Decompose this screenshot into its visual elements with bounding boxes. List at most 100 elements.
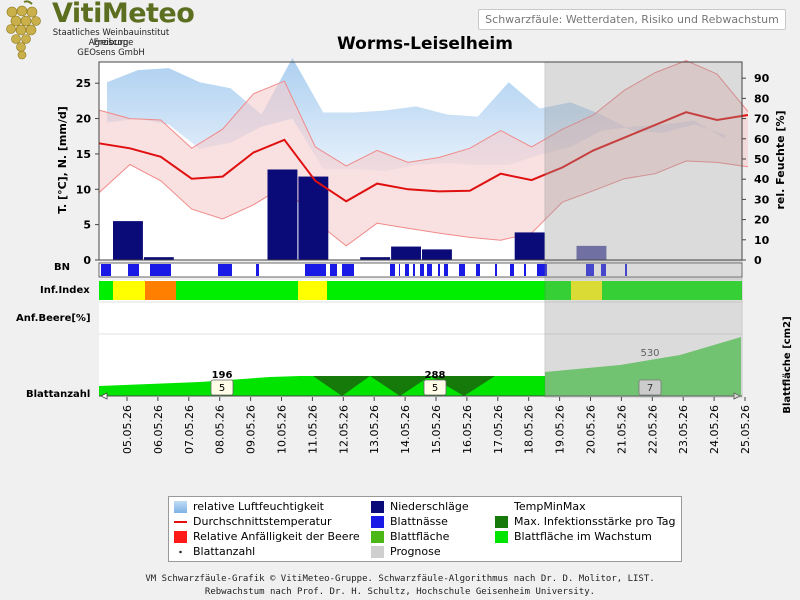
inf-index-segment — [545, 281, 571, 300]
brand-logo: VitiMeteo — [52, 0, 195, 29]
y-right-tick-label: 10 — [754, 234, 770, 247]
legend-swatch — [495, 516, 508, 528]
series-temp-min — [98, 160, 748, 247]
y-left-tick-label: 0 — [83, 254, 91, 267]
legend-label: Durchschnittstemperatur — [193, 515, 332, 528]
legend-item-humidity: relative Luftfeuchtigkeit — [174, 499, 324, 514]
bn-mark — [399, 264, 400, 276]
legend: relative Luftfeuchtigkeit Niederschläge Te… — [168, 496, 682, 562]
x-tick-label: 07.05.26 — [183, 405, 196, 454]
max-infection-triangle — [370, 376, 430, 396]
legend-swatch — [174, 546, 187, 558]
leaf-count-label: 5 — [432, 383, 438, 394]
x-tick-label: 09.05.26 — [245, 405, 258, 454]
x-tick-label: 06.05.26 — [152, 405, 165, 454]
institute-name: Staatliches Weinbauinstitut Freiburg — [52, 28, 170, 48]
x-tick-label: 17.05.26 — [492, 405, 505, 454]
legend-label: Blattnässe — [390, 515, 448, 528]
legend-label: Max. Infektionsstärke pro Tag — [514, 515, 676, 528]
legend-item-rel_berry: Relative Anfälligkeit der Beere — [174, 529, 360, 544]
inf-index-segment — [145, 281, 176, 300]
bn-mark — [459, 264, 465, 276]
y-right-axis-label: rel. Feuchte [%] — [774, 111, 787, 210]
bn-mark — [524, 264, 526, 276]
row-label-blattanzahl: Blattanzahl — [26, 389, 91, 400]
y-left-tick-label: 25 — [76, 77, 91, 90]
inf-index-segment — [327, 281, 545, 300]
prognose-overlay — [544, 61, 743, 398]
legend-swatch — [371, 531, 384, 543]
legend-swatch — [371, 546, 384, 558]
y-left-tick-label: 20 — [76, 113, 92, 126]
bn-mark — [390, 264, 395, 276]
legend-item-leaf_area_total: Blattfläche — [371, 529, 449, 544]
bn-mark — [625, 264, 627, 276]
precip-bar-05.05.26 — [113, 221, 143, 260]
precip-bar-18.05.26 — [514, 232, 545, 260]
y-left-axis-label: T. [°C], N. [mm/d] — [56, 106, 69, 214]
legend-item-leaf_count: Blattanzahl — [174, 544, 255, 559]
max-infection-triangle — [313, 376, 370, 396]
legend-label: Relative Anfälligkeit der Beere — [193, 530, 360, 543]
leaf-area-value: 530 — [640, 348, 659, 359]
legend-label: Blattfläche — [390, 530, 450, 543]
legend-item-leaf_wet: Blattnässe — [371, 514, 448, 529]
bn-mark — [128, 264, 139, 276]
bn-mark — [586, 264, 594, 276]
y-right-tick-label: 50 — [754, 153, 770, 166]
x-tick-label: 15.05.26 — [430, 405, 443, 454]
precip-bar-20.05.26 — [576, 245, 607, 260]
legend-swatch — [495, 501, 508, 513]
leaf-area-value: 196 — [212, 370, 233, 381]
series-temp-avg — [98, 111, 749, 203]
main-plot-frame — [98, 61, 743, 261]
bn-mark — [405, 264, 409, 276]
anf-panel — [99, 303, 742, 333]
bn-mark — [413, 264, 415, 276]
legend-swatch — [371, 516, 384, 528]
precip-bar-06.05.26 — [143, 257, 174, 260]
legend-label: Prognose — [390, 545, 441, 558]
x-tick-label: 12.05.26 — [337, 405, 350, 454]
x-tick-label: 14.05.26 — [399, 405, 412, 454]
x-tick-label: 22.05.26 — [646, 405, 659, 454]
legend-item-prognose: Prognose — [371, 544, 441, 559]
row-label-inf-index: Inf.Index — [40, 285, 90, 296]
inf-index-segment — [602, 281, 742, 300]
legend-swatch — [174, 516, 187, 528]
y-right-tick-label: 60 — [754, 133, 770, 146]
legend-label: relative Luftfeuchtigkeit — [193, 500, 324, 513]
inf-index-segment — [298, 281, 327, 300]
legend-item-temp_line: Durchschnittstemperatur — [174, 514, 332, 529]
station-title: Worms-Leiselheim — [337, 34, 513, 54]
legend-label: Blattfläche im Wachstum — [514, 530, 652, 543]
leaf-count-label: 5 — [219, 383, 225, 394]
org-geosens: GEOsens GmbH — [77, 48, 145, 58]
leaf-count-box — [423, 379, 447, 396]
arrow-right-icon — [733, 392, 741, 400]
leaf-count-box — [638, 379, 662, 396]
x-tick-label: 21.05.26 — [615, 405, 628, 454]
bn-mark — [342, 264, 354, 276]
x-tick-label: 25.05.26 — [739, 405, 752, 454]
footer-credit-2: Rebwachstum nach Prof. Dr. H. Schultz, H… — [204, 587, 596, 597]
legend-item-max_infection: Max. Infektionsstärke pro Tag — [495, 514, 675, 529]
row-label-bn: BN — [54, 262, 70, 273]
x-tick-label: 16.05.26 — [461, 405, 474, 454]
bn-mark — [438, 264, 440, 276]
bn-mark — [510, 264, 514, 276]
legend-item-leaf_area_growth: Blattfläche im Wachstum — [495, 529, 652, 544]
legend-label: Blattanzahl — [193, 545, 256, 558]
x-tick-label: 13.05.26 — [368, 405, 381, 454]
x-tick-label: 23.05.26 — [677, 405, 690, 454]
bn-mark — [101, 264, 111, 276]
bn-mark — [256, 264, 259, 276]
x-tick-label: 20.05.26 — [585, 405, 598, 454]
x-tick-label: 05.05.26 — [121, 405, 134, 454]
leaf-area-axis-label: Blattfläche [cm2] — [782, 316, 793, 413]
bn-mark — [330, 264, 337, 276]
bn-mark — [420, 264, 424, 276]
series-leaf-area-prognose — [545, 337, 741, 396]
row-label-anf-beere: Anf.Beere[%] — [16, 313, 91, 324]
x-tick-label: 11.05.26 — [306, 405, 319, 454]
